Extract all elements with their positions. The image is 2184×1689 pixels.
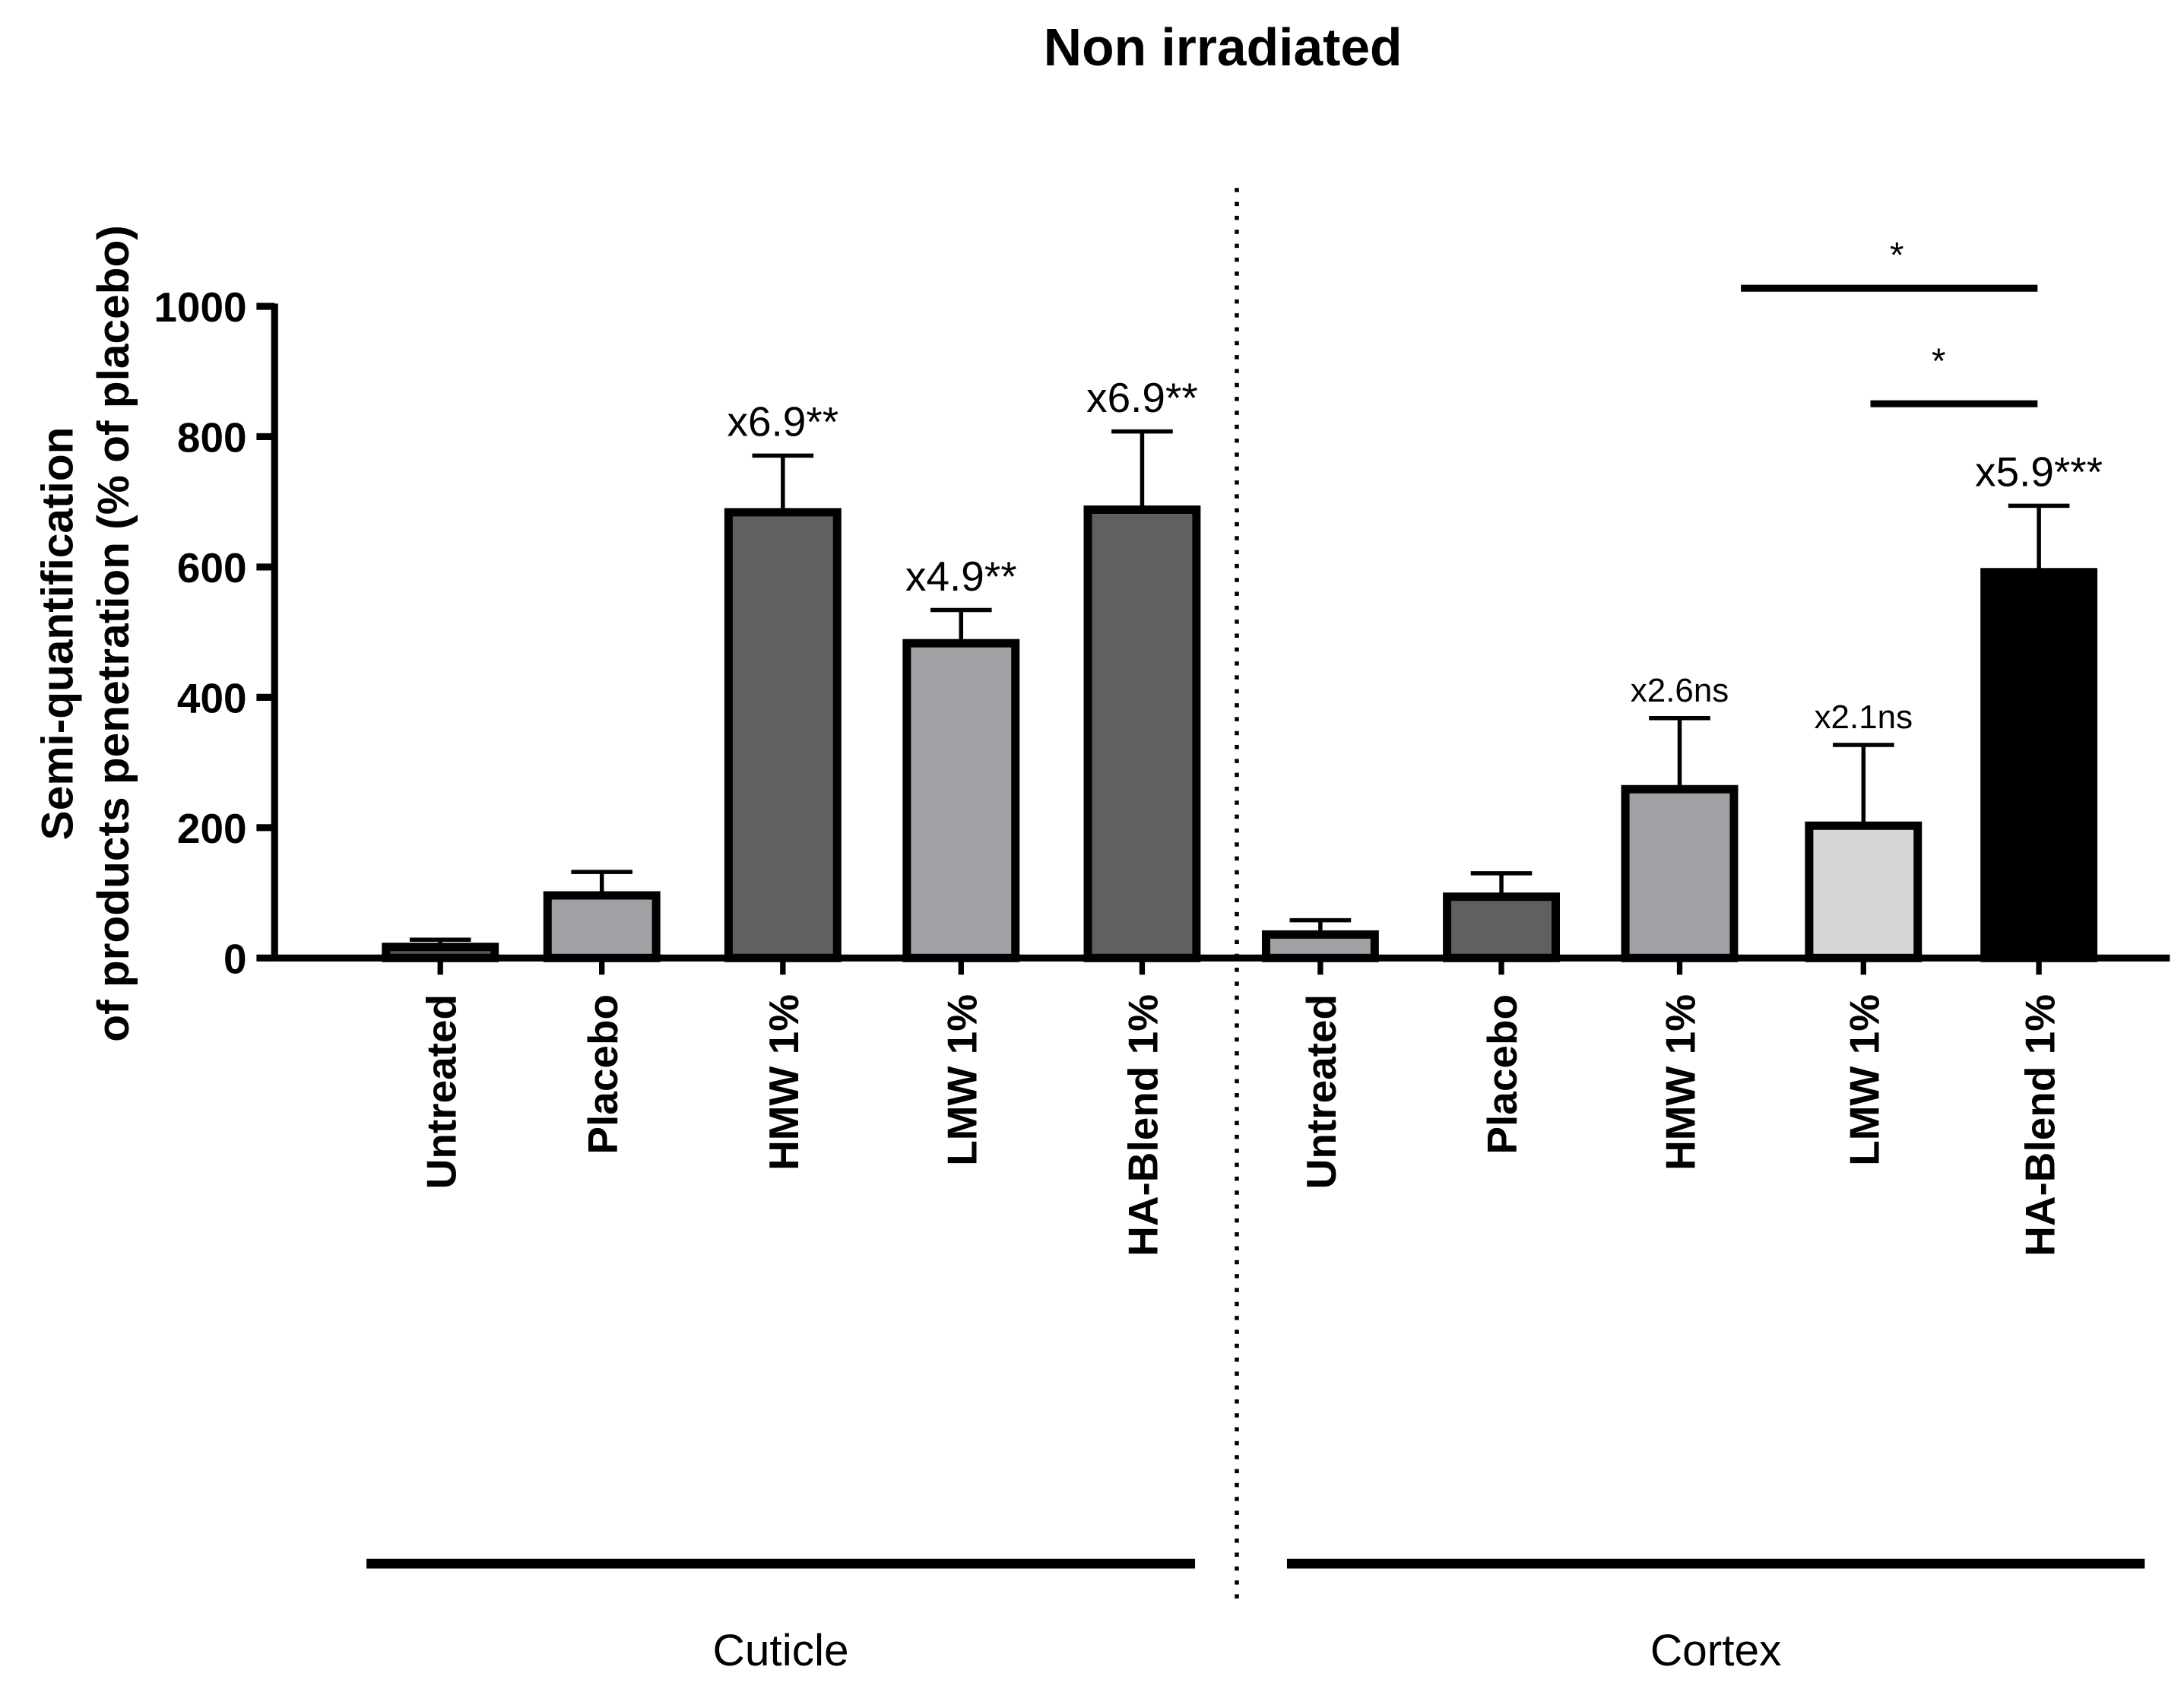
y-tick-label: 0 <box>223 935 247 982</box>
bar <box>1261 930 1379 962</box>
bar <box>1083 505 1201 962</box>
x-tick-label: HMW 1% <box>760 994 807 1171</box>
bar-annotation: x2.1ns <box>1815 699 1913 736</box>
y-tick-label: 400 <box>177 675 247 722</box>
bar <box>902 639 1020 962</box>
bar <box>543 891 661 962</box>
x-tick-label: Untreated <box>1298 994 1345 1189</box>
bar-annotation: x2.6ns <box>1631 672 1729 709</box>
y-tick-label: 800 <box>177 414 247 461</box>
x-tick-label: Placebo <box>579 994 626 1155</box>
bar <box>1443 892 1560 962</box>
x-tick-label: LMW 1% <box>938 994 985 1166</box>
significance-label: * <box>1932 341 1946 382</box>
x-tick-label: Untreated <box>417 994 464 1189</box>
chart-title: Non irradiated <box>1044 17 1403 77</box>
bar-annotation: x6.9** <box>727 398 839 445</box>
bar-annotation: x6.9** <box>1086 374 1198 421</box>
bar <box>1980 568 2098 962</box>
x-tick-label: LMW 1% <box>1840 994 1888 1166</box>
x-tick-label: HA-Blend 1% <box>2016 994 2063 1256</box>
bar-annotation: x5.9*** <box>1975 448 2103 496</box>
bar <box>1805 821 1922 962</box>
bar <box>724 508 842 962</box>
y-axis-label-line2: of products penetration (% of placebo) <box>89 225 138 1042</box>
group-label: Cuticle <box>713 1626 849 1675</box>
x-tick-label: HA-Blend 1% <box>1120 994 1167 1256</box>
group-label: Cortex <box>1650 1626 1782 1675</box>
y-axis-label-line1: Semi-quantification <box>33 427 83 841</box>
x-tick-label: HMW 1% <box>1657 994 1704 1171</box>
y-tick-label: 600 <box>177 544 247 591</box>
bar <box>1621 784 1739 962</box>
x-tick-label: Placebo <box>1479 994 1526 1155</box>
bar-annotation: x4.9** <box>905 553 1017 600</box>
significance-label: * <box>1890 236 1904 276</box>
y-tick-label: 200 <box>177 805 247 852</box>
y-tick-label: 1000 <box>154 284 246 331</box>
